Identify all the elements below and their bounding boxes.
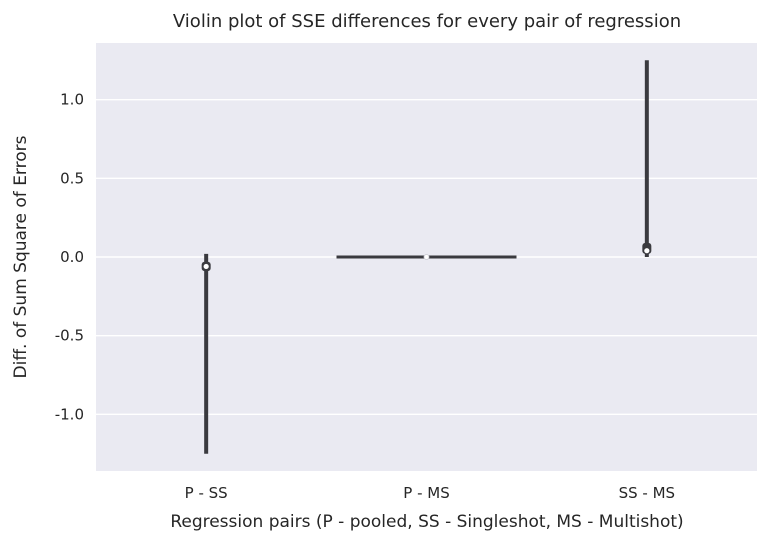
y-tick-label: -0.5 [55, 327, 84, 345]
median-marker [644, 248, 650, 254]
median-marker [423, 254, 430, 260]
y-tick-label: 1.0 [60, 91, 84, 109]
y-tick-label: 0.5 [60, 169, 84, 187]
violin-series [201, 60, 652, 454]
y-axis-label: Diff. of Sum Square of Errors [11, 135, 31, 378]
y-tick-labels: -1.0 -0.5 0.0 0.5 1.0 [55, 91, 84, 424]
x-axis-label: Regression pairs (P - pooled, SS - Singl… [170, 512, 683, 532]
x-tick-label: P - SS [185, 484, 228, 502]
x-tick-label: SS - MS [619, 484, 675, 502]
chart-title: Violin plot of SSE differences for every… [173, 11, 681, 32]
y-tick-label: 0.0 [60, 248, 84, 266]
x-tick-label: P - MS [403, 484, 449, 502]
y-tick-label: -1.0 [55, 405, 84, 423]
median-marker [203, 263, 209, 270]
x-tick-labels: P - SS P - MS SS - MS [185, 484, 675, 502]
